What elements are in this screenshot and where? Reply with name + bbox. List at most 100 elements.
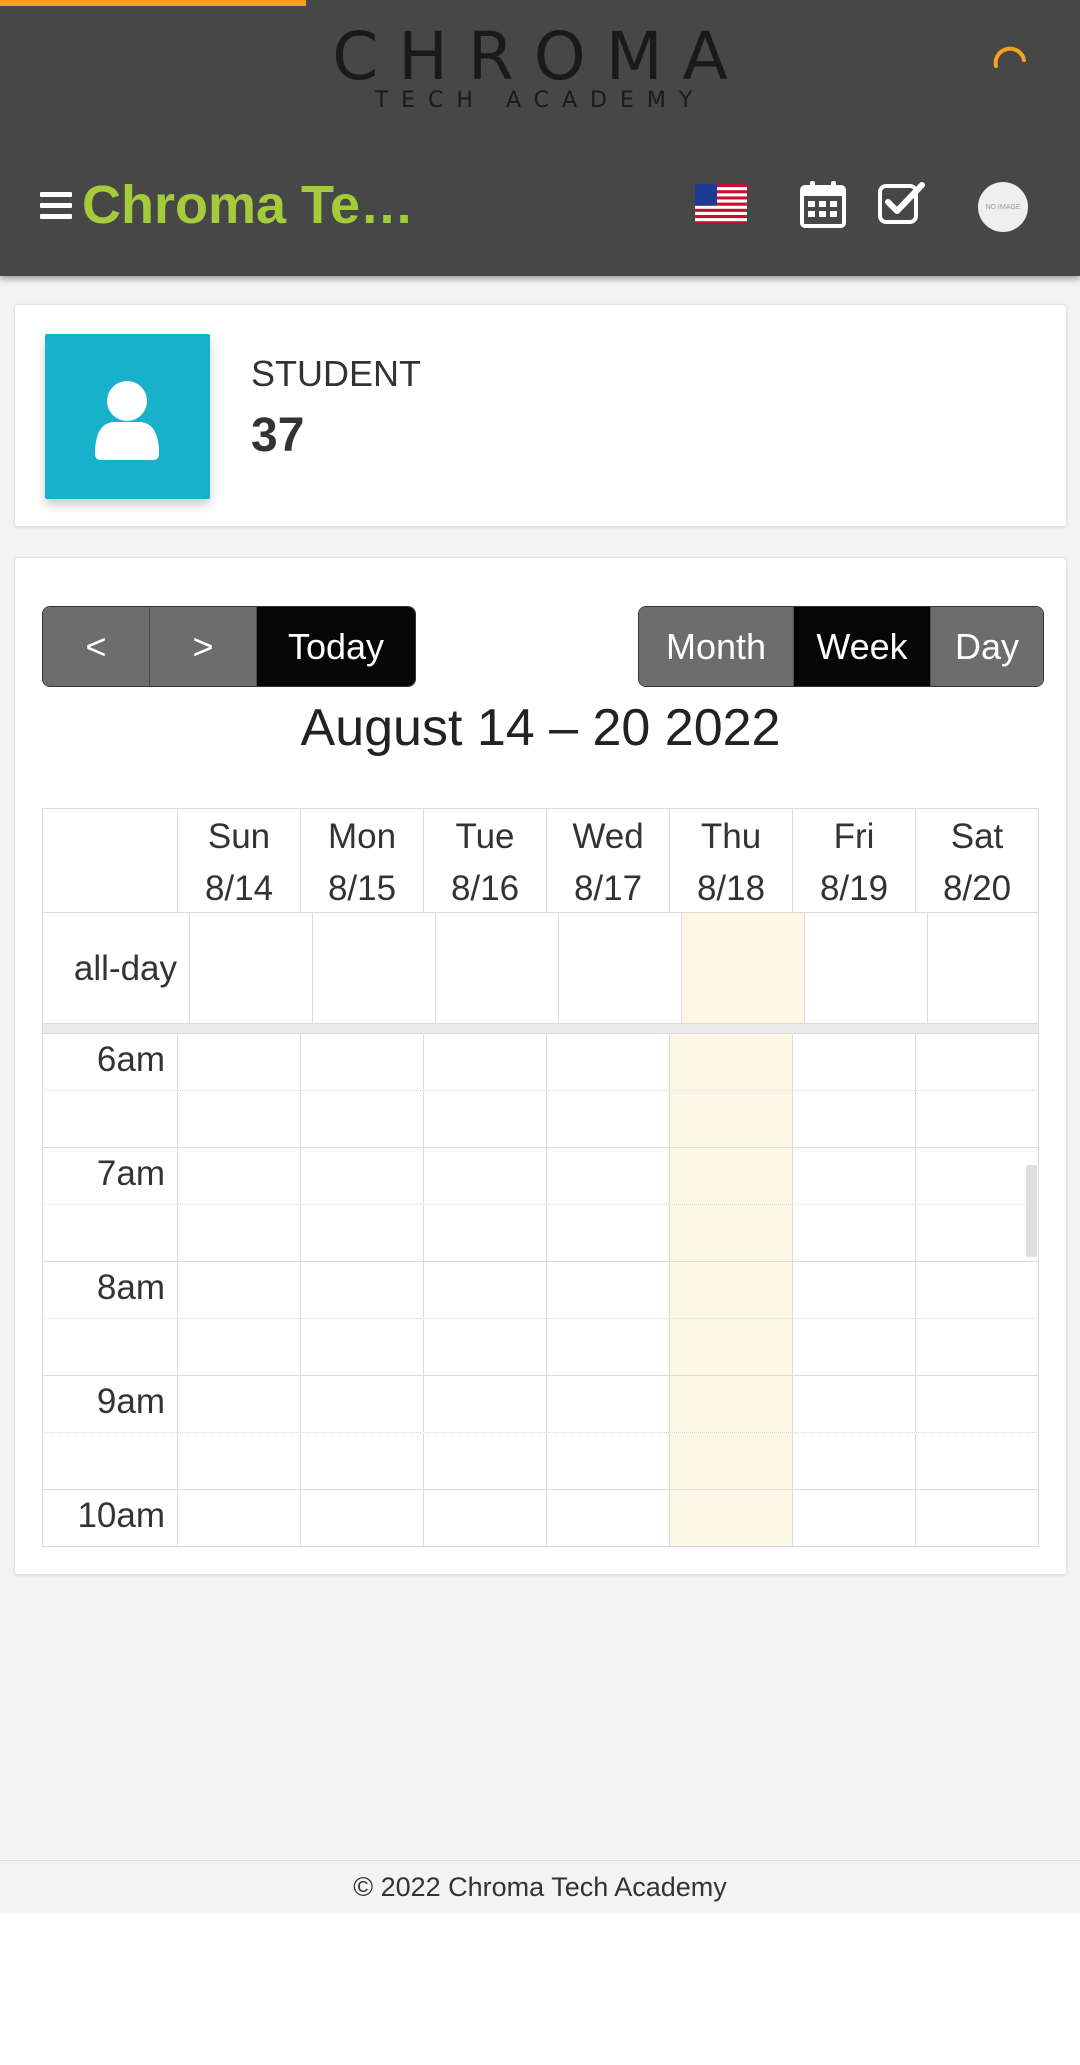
day-header[interactable]: Sat 8/20 <box>915 809 1038 912</box>
day-header[interactable]: Wed 8/17 <box>546 809 669 912</box>
time-slot-cell[interactable] <box>792 1319 915 1375</box>
time-slot-cell-today[interactable] <box>669 1205 792 1261</box>
day-view-button[interactable]: Day <box>931 607 1043 686</box>
all-day-cell[interactable] <box>558 913 681 1023</box>
time-slot-cell-today[interactable] <box>669 1091 792 1147</box>
brand-title[interactable]: Chroma Te… <box>82 175 415 235</box>
time-slot-cell[interactable] <box>915 1091 1038 1147</box>
time-slot-cell-today[interactable] <box>669 1376 792 1432</box>
time-slot-cell[interactable] <box>546 1490 669 1546</box>
time-slot-cell[interactable] <box>300 1490 423 1546</box>
time-slot-cell[interactable] <box>792 1490 915 1546</box>
time-slot-cell[interactable] <box>177 1376 300 1432</box>
time-slot-cell[interactable] <box>423 1148 546 1204</box>
time-slot-cell[interactable] <box>915 1433 1038 1489</box>
day-header-row: Sun 8/14 Mon 8/15 Tue 8/16 Wed 8/17 Thu 8/18 … <box>42 808 1039 913</box>
time-slot-cell[interactable] <box>177 1091 300 1147</box>
time-slot-cell[interactable] <box>177 1490 300 1546</box>
day-header[interactable]: Mon 8/15 <box>300 809 423 912</box>
time-label: 7am <box>96 1154 165 1193</box>
all-day-cell[interactable] <box>927 913 1050 1023</box>
time-slot-cell[interactable] <box>300 1319 423 1375</box>
calendar-scrollbar[interactable] <box>1026 1165 1037 1257</box>
time-slot-cell[interactable] <box>915 1319 1038 1375</box>
time-slot-cell[interactable] <box>300 1433 423 1489</box>
time-slot-cell[interactable] <box>915 1376 1038 1432</box>
time-slot-cell[interactable] <box>546 1376 669 1432</box>
time-slot-cell[interactable] <box>792 1034 915 1090</box>
time-slot-cell[interactable] <box>300 1376 423 1432</box>
time-slot-cell[interactable] <box>546 1433 669 1489</box>
time-slot-cell[interactable] <box>423 1376 546 1432</box>
time-slot-cell-today[interactable] <box>669 1148 792 1204</box>
month-view-button[interactable]: Month <box>639 607 794 686</box>
time-slot-cell[interactable] <box>792 1433 915 1489</box>
user-icon <box>95 381 159 460</box>
checkbox-icon[interactable] <box>878 180 926 224</box>
time-slot-cell[interactable] <box>792 1262 915 1318</box>
time-slot-cell[interactable] <box>546 1091 669 1147</box>
hamburger-menu-icon[interactable] <box>40 192 72 220</box>
next-week-button[interactable]: > <box>150 607 257 686</box>
day-header[interactable]: Tue 8/16 <box>423 809 546 912</box>
time-slot-cell[interactable] <box>915 1205 1038 1261</box>
time-slot-cell[interactable] <box>300 1262 423 1318</box>
day-header[interactable]: Fri 8/19 <box>792 809 915 912</box>
time-slot-cell[interactable] <box>915 1034 1038 1090</box>
time-slot-cell[interactable] <box>423 1262 546 1318</box>
time-label-empty <box>43 1091 177 1147</box>
time-slot-cell[interactable] <box>546 1148 669 1204</box>
time-slot-cell[interactable] <box>423 1319 546 1375</box>
all-day-cell-today[interactable] <box>681 913 804 1023</box>
time-slot-cell[interactable] <box>300 1034 423 1090</box>
calendar-icon[interactable] <box>800 180 846 228</box>
time-slot-cell[interactable] <box>423 1433 546 1489</box>
all-day-cell[interactable] <box>189 913 312 1023</box>
time-slot-cell[interactable] <box>300 1091 423 1147</box>
time-slot-cell[interactable] <box>915 1262 1038 1318</box>
time-slot-cell[interactable] <box>423 1091 546 1147</box>
time-slot-cell[interactable] <box>177 1262 300 1318</box>
us-flag-icon[interactable] <box>695 184 747 224</box>
time-slot-cell[interactable] <box>792 1205 915 1261</box>
time-row-half <box>42 1091 1039 1148</box>
time-slot-cell-today[interactable] <box>669 1262 792 1318</box>
all-day-cell[interactable] <box>804 913 927 1023</box>
time-slot-cell-today[interactable] <box>669 1433 792 1489</box>
time-slot-cell-today[interactable] <box>669 1490 792 1546</box>
week-view-button[interactable]: Week <box>794 607 931 686</box>
today-button[interactable]: Today <box>257 607 415 686</box>
all-day-cell[interactable] <box>312 913 435 1023</box>
time-slot-cell[interactable] <box>792 1091 915 1147</box>
time-slot-cell[interactable] <box>177 1148 300 1204</box>
time-slot-cell[interactable] <box>792 1148 915 1204</box>
time-slot-cell[interactable] <box>423 1490 546 1546</box>
time-slot-cell[interactable] <box>546 1205 669 1261</box>
time-slot-cell[interactable] <box>300 1205 423 1261</box>
student-stat-card: STUDENT 37 <box>14 304 1067 527</box>
time-slot-cell[interactable] <box>177 1034 300 1090</box>
time-slot-cell[interactable] <box>177 1319 300 1375</box>
time-slot-cell[interactable] <box>423 1205 546 1261</box>
time-slot-cell[interactable] <box>177 1433 300 1489</box>
day-header-today[interactable]: Thu 8/18 <box>669 809 792 912</box>
time-row-half <box>42 1433 1039 1490</box>
time-slot-cell-today[interactable] <box>669 1034 792 1090</box>
user-avatar[interactable]: NO IMAGE <box>978 182 1028 232</box>
time-slot-cell[interactable] <box>546 1034 669 1090</box>
time-slot-cell[interactable] <box>300 1148 423 1204</box>
time-slot-cell[interactable] <box>915 1148 1038 1204</box>
time-slot-cell[interactable] <box>546 1319 669 1375</box>
time-slot-cell[interactable] <box>546 1262 669 1318</box>
time-slot-cell[interactable] <box>177 1205 300 1261</box>
time-slot-cell[interactable] <box>915 1490 1038 1546</box>
time-slot-cell[interactable] <box>792 1376 915 1432</box>
time-row: 8am <box>42 1262 1039 1319</box>
all-day-cell[interactable] <box>435 913 558 1023</box>
time-slot-cell-today[interactable] <box>669 1319 792 1375</box>
time-slot-cell[interactable] <box>423 1034 546 1090</box>
calendar-view-group: Month Week Day <box>638 606 1044 687</box>
logo-title: CHROMA <box>332 18 748 95</box>
prev-week-button[interactable]: < <box>43 607 150 686</box>
day-header[interactable]: Sun 8/14 <box>177 809 300 912</box>
